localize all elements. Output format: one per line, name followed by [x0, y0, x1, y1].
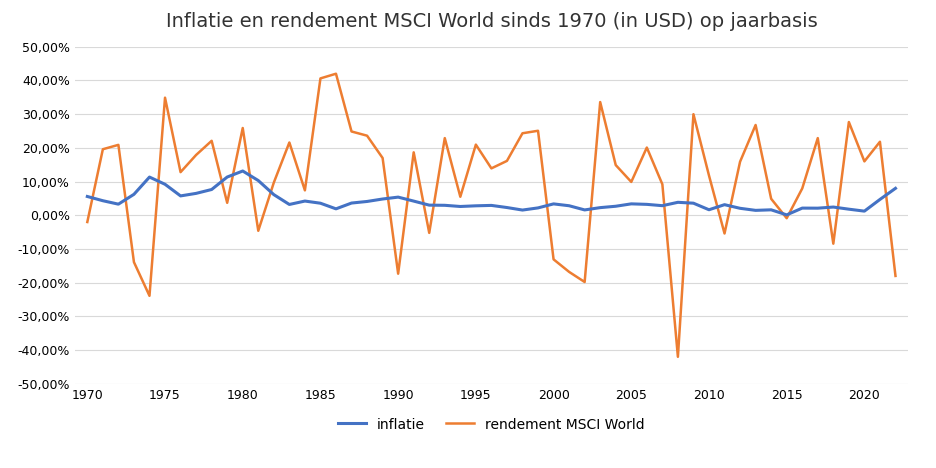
Title: Inflatie en rendement MSCI World sinds 1970 (in USD) op jaarbasis: Inflatie en rendement MSCI World sinds 1… [166, 12, 817, 31]
rendement MSCI World [300, 188, 311, 193]
Line: inflatie: inflatie [87, 171, 896, 215]
inflatie [890, 185, 901, 191]
inflatie [781, 212, 792, 218]
inflatie [81, 194, 93, 199]
inflatie [563, 203, 575, 209]
rendement MSCI World [563, 269, 575, 275]
rendement MSCI World [890, 273, 901, 279]
rendement MSCI World [330, 71, 342, 77]
inflatie [610, 204, 622, 209]
inflatie [579, 207, 591, 213]
inflatie [719, 202, 730, 207]
rendement MSCI World [81, 219, 93, 225]
inflatie [625, 201, 636, 207]
rendement MSCI World [610, 162, 622, 168]
Line: rendement MSCI World: rendement MSCI World [87, 74, 896, 357]
Legend: inflatie, rendement MSCI World: inflatie, rendement MSCI World [332, 412, 651, 438]
rendement MSCI World [625, 179, 636, 185]
rendement MSCI World [735, 159, 746, 165]
rendement MSCI World [672, 354, 683, 359]
inflatie [314, 200, 326, 206]
rendement MSCI World [579, 279, 591, 285]
inflatie [237, 168, 248, 174]
